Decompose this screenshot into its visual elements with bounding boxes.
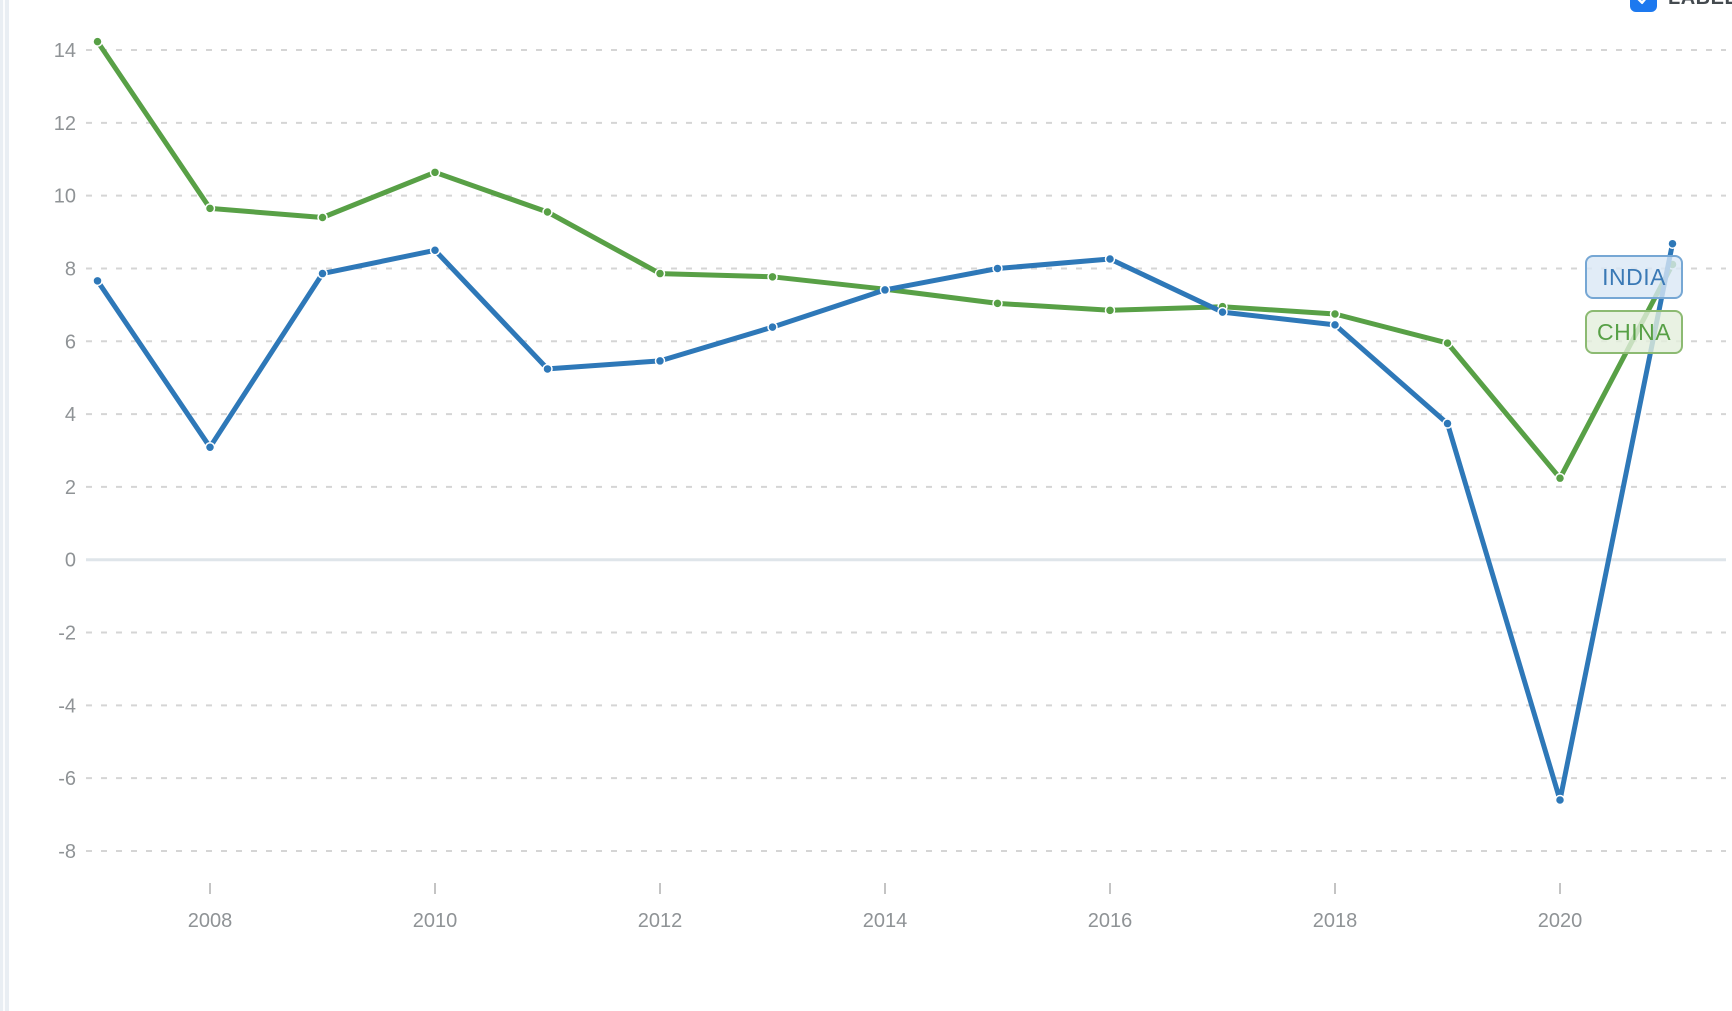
y-axis-tick-label: 10 <box>54 186 76 208</box>
x-axis-tick-label: 2018 <box>1313 910 1358 932</box>
india-data-point[interactable] <box>1667 238 1678 249</box>
check-icon <box>1638 0 1646 4</box>
x-axis-tick-label: 2014 <box>863 910 908 932</box>
y-axis-tick-label: -6 <box>58 768 76 790</box>
china-data-point[interactable] <box>1329 308 1341 320</box>
y-axis-tick-label: 8 <box>65 258 76 280</box>
chart-toolbar: LABEL <box>1630 0 1732 13</box>
y-axis-tick-label: 12 <box>54 113 76 135</box>
x-axis-tick-label: 2016 <box>1088 910 1133 932</box>
india-data-point[interactable] <box>317 268 328 279</box>
series-label-china: CHINA <box>1585 310 1683 354</box>
label-checkbox[interactable] <box>1630 0 1657 12</box>
india-data-point[interactable] <box>767 321 778 333</box>
y-axis-tick-label: 2 <box>65 477 76 499</box>
y-axis-tick-label: 4 <box>65 404 76 426</box>
y-axis-tick-label: 0 <box>65 550 76 572</box>
china-data-point[interactable] <box>204 203 216 214</box>
y-axis-tick-label: 6 <box>65 331 76 353</box>
x-axis-tick-label: 2020 <box>1538 910 1583 932</box>
china-data-point[interactable] <box>992 298 1003 309</box>
india-data-point[interactable] <box>879 284 891 296</box>
x-axis-tick-label: 2010 <box>413 910 458 932</box>
china-data-point[interactable] <box>1104 305 1116 316</box>
y-axis-tick-label: -4 <box>58 695 76 717</box>
china-data-point[interactable] <box>767 271 778 283</box>
label-checkbox-label[interactable]: LABEL <box>1668 0 1732 10</box>
page-left-edge <box>0 0 9 1011</box>
china-data-point[interactable] <box>317 212 328 223</box>
china-data-point[interactable] <box>1554 472 1566 484</box>
series-label-india: INDIA <box>1585 255 1683 299</box>
y-axis-tick-label: -2 <box>58 623 76 645</box>
india-data-point[interactable] <box>542 363 553 375</box>
china-data-point[interactable] <box>1442 337 1453 349</box>
x-axis-tick-label: 2008 <box>188 910 233 932</box>
india-data-point[interactable] <box>429 245 441 256</box>
india-data-point[interactable] <box>1217 306 1228 318</box>
y-axis-tick-label: 14 <box>54 40 76 62</box>
india-data-point[interactable] <box>992 263 1003 274</box>
india-data-point[interactable] <box>92 275 103 287</box>
india-data-point[interactable] <box>654 355 666 367</box>
india-data-point[interactable] <box>1104 253 1116 265</box>
china-data-point[interactable] <box>542 206 553 218</box>
china-data-point[interactable] <box>654 268 666 279</box>
x-axis-tick-label: 2012 <box>638 910 683 932</box>
y-axis-tick-label: -8 <box>58 841 76 863</box>
india-data-point[interactable] <box>204 441 216 453</box>
india-data-point[interactable] <box>1329 319 1341 331</box>
china-data-point[interactable] <box>429 167 441 178</box>
india-line[interactable] <box>95 241 1675 803</box>
india-data-point[interactable] <box>1442 418 1453 429</box>
india-data-point[interactable] <box>1554 794 1566 806</box>
china-data-point[interactable] <box>92 36 103 47</box>
